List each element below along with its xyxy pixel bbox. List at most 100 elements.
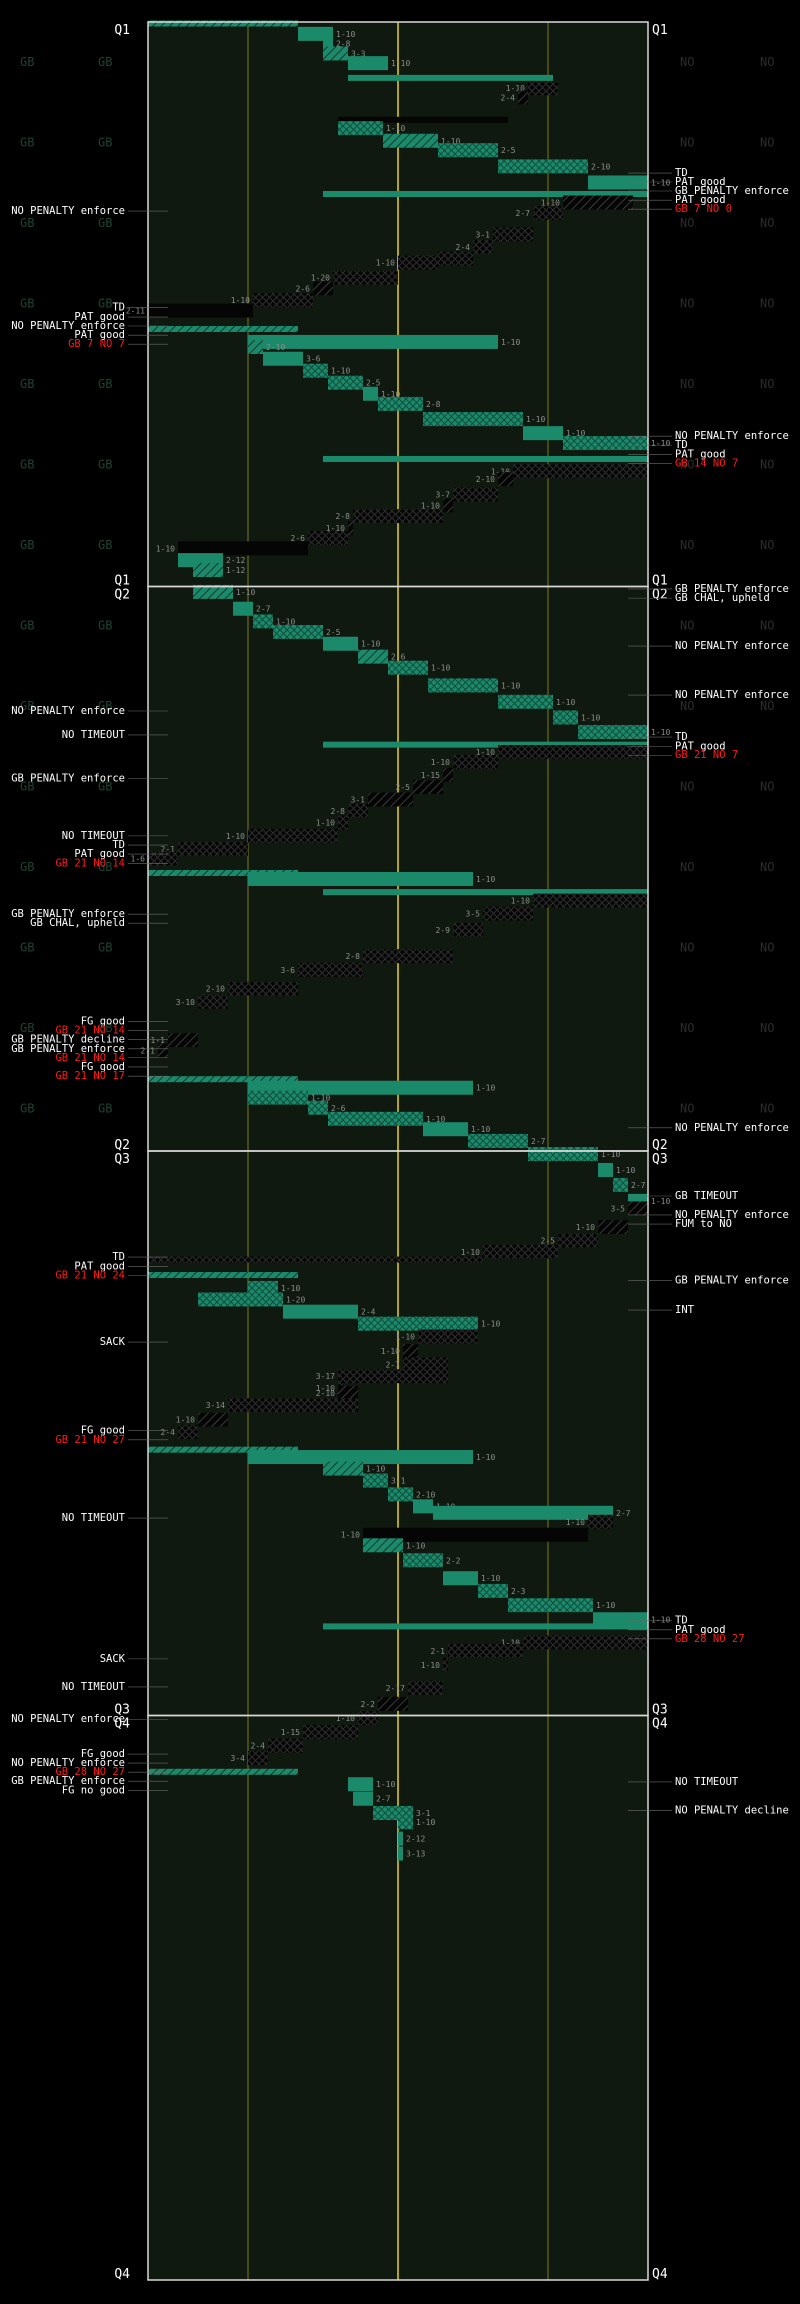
down-distance-label: 1-10 bbox=[361, 640, 380, 649]
event-label: TD bbox=[675, 439, 688, 451]
play-bar bbox=[628, 1201, 648, 1216]
event-label: GB PENALTY enforce bbox=[11, 1775, 125, 1787]
down-distance-label: 1-10 bbox=[421, 501, 440, 510]
play-bar bbox=[148, 1256, 483, 1263]
play-bar bbox=[338, 121, 383, 136]
play-bar bbox=[323, 190, 648, 197]
down-distance-label: 2-5 bbox=[501, 146, 516, 155]
event-label: GB 14 NO 7 bbox=[675, 457, 738, 469]
end-zone-label: GB bbox=[98, 297, 112, 311]
event-label: INT bbox=[675, 1304, 695, 1316]
play-bar bbox=[273, 624, 323, 639]
play-bar bbox=[598, 1220, 628, 1235]
down-distance-label: 2-12 bbox=[226, 556, 245, 565]
down-distance-label: 2-4 bbox=[501, 93, 516, 102]
down-distance-label: 3-1 bbox=[416, 1809, 431, 1818]
down-distance-label: 1-10 bbox=[651, 728, 670, 737]
event-label: GB 28 NO 27 bbox=[675, 1633, 745, 1645]
event-label: NO PENALTY enforce bbox=[11, 205, 125, 217]
play-bar bbox=[498, 694, 553, 709]
play-bar bbox=[493, 227, 533, 242]
down-distance-label: 2-10 bbox=[266, 343, 285, 352]
down-distance-label: 1-10 bbox=[481, 1320, 500, 1329]
play-bar bbox=[333, 270, 398, 285]
quarter-label: Q2 bbox=[652, 588, 668, 603]
quarter-label: Q2 bbox=[114, 1138, 130, 1153]
down-distance-label: 2-8 bbox=[346, 952, 361, 961]
play-bar bbox=[228, 981, 298, 996]
event-label: NO PENALTY enforce bbox=[11, 1713, 125, 1725]
play-bar bbox=[498, 472, 513, 487]
end-zone-label: GB bbox=[20, 297, 34, 311]
down-distance-label: 2-4 bbox=[161, 1428, 176, 1437]
down-distance-label: 2-1 bbox=[161, 845, 176, 854]
end-zone-label: GB bbox=[20, 216, 34, 230]
event-label: GB PENALTY enforce bbox=[11, 1043, 125, 1055]
play-bar bbox=[363, 1538, 403, 1553]
down-distance-label: 3-17 bbox=[316, 1372, 335, 1381]
play-bar bbox=[408, 1680, 443, 1695]
down-distance-label: 1-15 bbox=[421, 771, 440, 780]
quarter-label: Q3 bbox=[114, 1703, 130, 1718]
play-bar bbox=[383, 133, 438, 148]
down-distance-label: 1-10 bbox=[431, 664, 450, 673]
down-distance-label: 1-10 bbox=[476, 875, 495, 884]
end-zone-label: NO bbox=[760, 780, 774, 794]
event-label: GB PENALTY enforce bbox=[675, 185, 789, 197]
down-distance-label: 2-5 bbox=[541, 1236, 556, 1245]
play-bar bbox=[308, 530, 348, 545]
play-bar bbox=[338, 116, 508, 123]
down-distance-label: 1-10 bbox=[156, 544, 175, 553]
play-bar bbox=[438, 143, 498, 158]
down-distance-label: 2-5 bbox=[366, 379, 381, 388]
play-bar bbox=[498, 745, 648, 760]
down-distance-label: 3-1 bbox=[391, 1477, 406, 1486]
play-bar bbox=[613, 1177, 628, 1192]
event-label: GB PENALTY decline bbox=[11, 1034, 125, 1046]
down-distance-label: 1-10 bbox=[376, 259, 395, 268]
play-bar bbox=[248, 1090, 308, 1105]
end-zone-label: GB bbox=[20, 55, 34, 69]
play-bar bbox=[148, 326, 298, 333]
play-bar bbox=[553, 710, 578, 725]
down-distance-label: 2-10 bbox=[591, 162, 610, 171]
down-distance-label: 1-10 bbox=[226, 832, 245, 841]
quarter-label: Q3 bbox=[652, 1703, 668, 1718]
event-label: FG good bbox=[81, 1061, 125, 1073]
down-distance-label: 1-10 bbox=[231, 296, 250, 305]
down-distance-label: 1-10 bbox=[336, 1714, 355, 1723]
quarter-label: Q1 bbox=[114, 23, 130, 38]
down-distance-label: 1-6 bbox=[131, 854, 146, 863]
play-bar bbox=[253, 614, 273, 629]
play-bar bbox=[578, 724, 648, 739]
end-zone-label: GB bbox=[20, 458, 34, 472]
event-label: GB TIMEOUT bbox=[675, 1190, 739, 1202]
play-bar bbox=[563, 195, 633, 210]
event-label: NO PENALTY enforce bbox=[11, 320, 125, 332]
play-bar bbox=[148, 20, 298, 27]
down-distance-label: 1-10 bbox=[476, 1453, 495, 1462]
play-bar bbox=[403, 1344, 418, 1359]
end-zone-label: NO bbox=[680, 699, 694, 713]
event-label: GB PENALTY enforce bbox=[675, 583, 789, 595]
down-distance-label: 3-4 bbox=[231, 1754, 246, 1763]
down-distance-label: 2-12 bbox=[406, 1835, 425, 1844]
play-bar bbox=[323, 455, 648, 462]
end-zone-label: GB bbox=[98, 941, 112, 955]
end-zone-label: GB bbox=[98, 216, 112, 230]
play-bar bbox=[248, 339, 263, 354]
end-zone-label: GB bbox=[20, 538, 34, 552]
event-label: NO PENALTY enforce bbox=[675, 689, 789, 701]
play-bar bbox=[233, 601, 253, 616]
down-distance-label: 1-10 bbox=[526, 415, 545, 424]
down-distance-label: 2-5 bbox=[396, 783, 411, 792]
play-bar bbox=[198, 1412, 228, 1427]
play-bar bbox=[453, 754, 498, 769]
down-distance-label: 2-7 bbox=[616, 1509, 631, 1518]
end-zone-label: NO bbox=[760, 216, 774, 230]
down-distance-label: 1-10 bbox=[381, 390, 400, 399]
down-distance-label: 1-1 bbox=[151, 1036, 166, 1045]
end-zone-label: NO bbox=[680, 860, 694, 874]
